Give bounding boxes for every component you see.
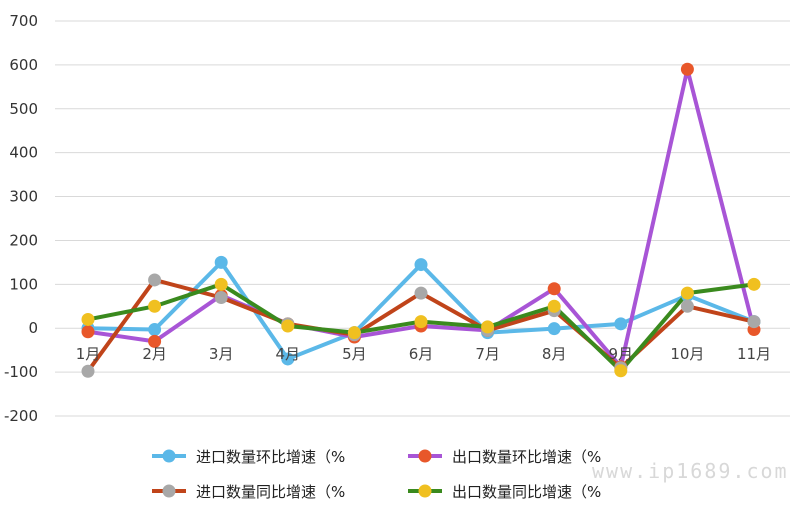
legend-label: 出口数量同比增速（% xyxy=(452,483,601,501)
data-point xyxy=(547,282,561,296)
x-tick-label: 2月 xyxy=(142,345,167,363)
data-point xyxy=(747,277,761,291)
y-tick-label: 100 xyxy=(9,275,38,293)
legend-marker xyxy=(162,484,176,498)
data-point xyxy=(614,364,628,378)
data-point xyxy=(414,315,428,329)
y-tick-label: 0 xyxy=(28,319,38,337)
legend-marker xyxy=(418,484,432,498)
x-tick-label: 7月 xyxy=(475,345,500,363)
y-tick-label: 500 xyxy=(9,100,38,118)
data-point xyxy=(148,273,162,287)
data-point xyxy=(680,62,694,76)
x-axis: 1月 2月 3月 4月 5月 6月 7月 8月 9月 10月 11月 xyxy=(76,345,771,363)
data-point xyxy=(81,312,95,326)
legend-label: 进口数量环比增速（% xyxy=(196,448,345,466)
data-point xyxy=(81,325,95,339)
data-point xyxy=(214,291,228,304)
legend-label: 出口数量环比增速（% xyxy=(452,448,601,466)
data-point xyxy=(747,315,761,329)
legend-marker xyxy=(162,449,176,463)
data-point xyxy=(81,364,95,378)
data-point xyxy=(281,319,295,333)
data-point xyxy=(680,299,694,313)
data-point xyxy=(214,255,228,269)
y-tick-label: -100 xyxy=(4,363,38,381)
y-axis: -200 -100 0 100 200 300 400 500 600 700 xyxy=(4,12,38,425)
x-tick-label: 9月 xyxy=(609,345,634,363)
x-tick-label: 11月 xyxy=(737,345,771,363)
data-point xyxy=(347,326,361,340)
data-point xyxy=(281,352,295,366)
y-tick-label: 400 xyxy=(9,144,38,162)
x-tick-label: 6月 xyxy=(409,345,434,363)
x-tick-label: 1月 xyxy=(76,345,101,363)
data-point xyxy=(481,320,495,334)
data-point xyxy=(414,258,428,272)
x-tick-label: 3月 xyxy=(209,345,234,363)
data-point xyxy=(148,334,162,348)
data-point xyxy=(148,323,162,337)
legend-label: 进口数量同比增速（% xyxy=(196,483,345,501)
watermark: www.ip1689.com xyxy=(592,459,789,483)
data-point xyxy=(547,299,561,313)
legend-marker xyxy=(418,449,432,463)
data-point xyxy=(680,286,694,300)
y-tick-label: 600 xyxy=(9,56,38,74)
data-point xyxy=(547,322,561,336)
series-layer xyxy=(81,62,761,378)
data-point xyxy=(614,317,628,331)
data-point xyxy=(148,299,162,313)
y-tick-label: -200 xyxy=(4,407,38,425)
data-point xyxy=(214,277,228,291)
x-tick-label: 10月 xyxy=(670,345,704,363)
legend: 进口数量环比增速（% 出口数量环比增速（% 进口数量同比增速（% 出口数量同比增速（% xyxy=(152,448,601,501)
y-tick-label: 700 xyxy=(9,12,38,30)
x-tick-label: 8月 xyxy=(542,345,567,363)
x-tick-label: 4月 xyxy=(276,345,301,363)
x-tick-label: 5月 xyxy=(342,345,367,363)
data-point xyxy=(414,286,428,300)
y-tick-label: 200 xyxy=(9,231,38,249)
y-tick-label: 300 xyxy=(9,188,38,206)
